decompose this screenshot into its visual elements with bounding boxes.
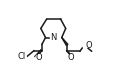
Text: Cl: Cl	[18, 52, 26, 61]
Polygon shape	[61, 37, 68, 46]
Text: O: O	[35, 53, 42, 62]
Text: N: N	[50, 33, 56, 42]
Circle shape	[68, 55, 74, 61]
Circle shape	[17, 52, 26, 61]
Text: O: O	[67, 53, 74, 62]
Circle shape	[50, 35, 56, 41]
Circle shape	[82, 42, 88, 48]
Circle shape	[35, 55, 41, 61]
Text: O: O	[85, 41, 91, 50]
